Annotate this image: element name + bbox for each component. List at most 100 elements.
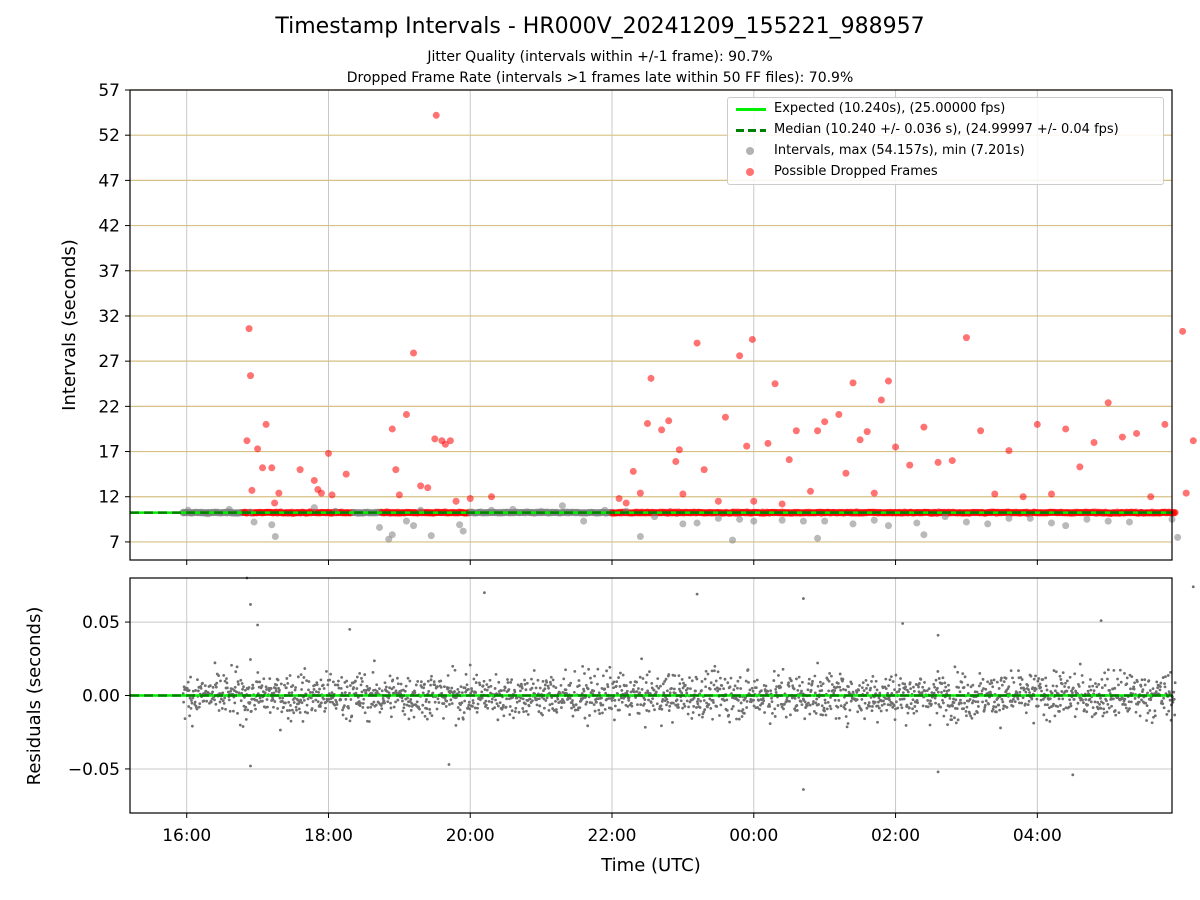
legend-label-intervals: Intervals, max (54.157s), min (7.201s) <box>774 143 1025 158</box>
residual-point <box>191 689 195 693</box>
residual-point <box>341 708 344 712</box>
residual-point <box>293 688 297 692</box>
residual-point <box>526 713 530 716</box>
residual-point <box>300 701 304 705</box>
residual-point <box>423 682 426 686</box>
residual-point <box>733 684 737 688</box>
residual-point <box>586 724 590 728</box>
residual-point <box>1138 714 1142 718</box>
interval-point <box>920 531 928 539</box>
residual-point <box>986 680 990 684</box>
residual-point <box>1105 710 1109 714</box>
residual-point <box>968 698 972 701</box>
residual-point <box>519 689 522 693</box>
residual-point <box>450 702 454 705</box>
residual-point <box>248 701 252 704</box>
residual-point <box>419 680 423 684</box>
residual-point <box>272 691 276 695</box>
residual-point <box>947 683 950 687</box>
residual-point <box>552 684 556 688</box>
residual-point <box>1146 691 1149 695</box>
residual-point <box>896 706 900 710</box>
residual-point <box>525 709 528 713</box>
residual-point <box>701 715 704 719</box>
residual-point <box>698 706 702 709</box>
residual-point <box>1102 711 1106 715</box>
residual-point <box>1048 720 1052 723</box>
residual-point <box>971 699 975 703</box>
residual-point <box>673 691 677 695</box>
residual-point <box>997 687 1001 690</box>
residual-point <box>834 717 838 720</box>
dropped-frame-point <box>629 467 637 475</box>
residual-point <box>674 703 678 707</box>
interval-point <box>456 521 464 529</box>
residual-point <box>1071 773 1075 777</box>
residual-point <box>916 701 919 704</box>
interval-point <box>509 505 517 513</box>
residual-point <box>1112 668 1116 672</box>
residual-point <box>861 681 865 685</box>
residual-point <box>190 699 193 702</box>
residual-point <box>487 699 491 703</box>
residual-point <box>496 704 500 708</box>
residual-point <box>460 691 464 694</box>
residual-point <box>1026 684 1030 687</box>
dropped-frame-point <box>622 499 630 507</box>
residual-point <box>763 711 767 714</box>
residual-point <box>651 697 655 700</box>
residual-point <box>732 688 736 692</box>
residual-point <box>505 697 509 701</box>
residual-point <box>285 677 289 680</box>
residual-point <box>341 713 345 717</box>
residual-point <box>485 688 489 692</box>
residual-point <box>952 701 956 704</box>
residual-point <box>640 687 644 691</box>
residual-point <box>836 705 840 709</box>
residual-point <box>485 683 489 686</box>
residual-point <box>1165 712 1169 716</box>
residual-point <box>747 680 750 684</box>
interval-point <box>884 522 892 530</box>
residual-point <box>992 705 996 708</box>
residual-point <box>1123 703 1127 707</box>
residual-point <box>1132 685 1136 689</box>
residual-point <box>515 700 519 704</box>
residual-point <box>550 696 554 699</box>
top-y-tick-label: 37 <box>98 262 120 282</box>
dropped-frame-point <box>1179 327 1187 335</box>
residual-point <box>970 716 974 720</box>
residual-point <box>1011 676 1014 680</box>
residual-point <box>921 704 925 708</box>
residual-point <box>489 684 493 688</box>
residual-point <box>1125 676 1129 680</box>
dropped-frame-point <box>658 426 666 434</box>
residual-point <box>820 704 824 708</box>
interval-point <box>1104 517 1112 525</box>
residual-point <box>932 691 936 695</box>
residual-point <box>523 678 526 682</box>
residual-point <box>1039 698 1043 702</box>
residual-point <box>690 717 694 720</box>
residual-point <box>933 685 937 689</box>
residual-point <box>460 701 464 705</box>
dropped-frame-point <box>792 427 800 435</box>
residual-point <box>249 709 253 713</box>
residual-point <box>238 723 242 727</box>
residual-point <box>809 688 813 692</box>
residual-point <box>867 701 871 705</box>
residual-point <box>671 720 674 724</box>
residual-point <box>548 680 552 684</box>
interval-point <box>310 504 318 512</box>
residual-point <box>1082 701 1085 704</box>
residual-point <box>538 686 542 690</box>
residual-point <box>886 703 890 707</box>
residual-point <box>1053 689 1057 693</box>
residual-point <box>390 687 394 691</box>
residual-point <box>294 705 298 709</box>
residual-point <box>878 691 882 695</box>
residual-point <box>608 665 612 669</box>
dropped-frame-point <box>1118 433 1126 441</box>
residual-point <box>815 697 819 701</box>
dropped-frame-point <box>275 489 283 497</box>
